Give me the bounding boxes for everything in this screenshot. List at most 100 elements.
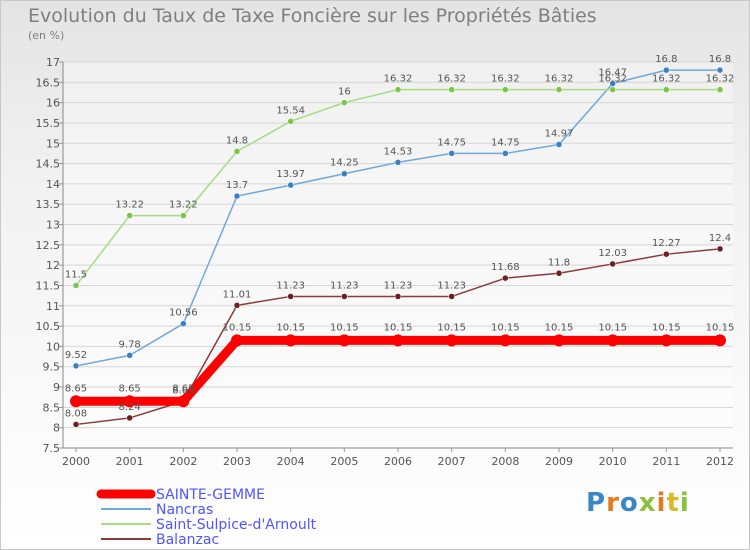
grid-lines (63, 61, 733, 449)
data-labels: 9.52 9.78 10.56 13.7 13.97 14.25 14.53 14.75 14.… (65, 54, 734, 419)
data-label: 9.78 (119, 339, 141, 350)
data-label: 10.15 (330, 322, 359, 333)
y-tick-label: 10 (46, 340, 60, 353)
data-label: 10.15 (652, 322, 681, 333)
data-label: 8.24 (119, 402, 141, 413)
y-tick-label: 17 (46, 56, 60, 69)
plot-area (63, 62, 733, 448)
data-point (287, 118, 294, 125)
y-tick-label: 15.5 (36, 117, 61, 130)
data-point (553, 334, 565, 347)
y-tick-label: 16 (46, 97, 60, 110)
legend: SAINTE-GEMMENancrasSaint-Sulpice-d'Arnou… (96, 487, 317, 548)
y-tick-label: 14.5 (36, 158, 61, 171)
data-point (338, 334, 351, 347)
y-tick-label: 15 (46, 137, 60, 150)
logo-letter: x (638, 488, 657, 518)
data-point (180, 212, 187, 219)
data-point (663, 86, 670, 93)
data-label: 11.23 (276, 280, 305, 291)
y-tick-label: 8.5 (43, 401, 61, 414)
legend-label: SAINTE-GEMME (156, 487, 265, 503)
data-point (341, 170, 348, 177)
data-point (233, 148, 241, 155)
data-point (233, 302, 241, 309)
data-point (231, 334, 243, 347)
data-point (714, 334, 726, 347)
y-tick-label: 12.5 (36, 239, 61, 252)
data-point (555, 270, 563, 277)
x-tick-label: 2009 (545, 455, 573, 468)
data-point (341, 293, 348, 300)
data-label: 16.32 (437, 74, 466, 85)
series-lines (70, 66, 726, 428)
data-point (394, 159, 402, 166)
data-point (70, 395, 82, 408)
data-point (609, 260, 616, 268)
proxiti-logo: Proxiti (586, 488, 690, 518)
x-tick-label: 2010 (599, 455, 627, 468)
y-tick-label: 13 (46, 219, 60, 232)
data-label: 16.32 (706, 74, 735, 85)
legend-label: Nancras (156, 502, 213, 518)
legend-label: Balanzac (156, 532, 219, 548)
logo-letter: t (666, 488, 680, 518)
data-point (126, 212, 133, 219)
data-point (448, 293, 455, 300)
x-tick-label: 2006 (384, 455, 412, 468)
data-label: 13.7 (226, 180, 248, 191)
data-label: 16.32 (652, 74, 681, 85)
logo-letter: i (679, 488, 690, 518)
data-label: 11.8 (548, 257, 570, 268)
data-label: 10.15 (384, 322, 413, 333)
data-label: 10.15 (598, 322, 627, 333)
logo-letter: P (586, 488, 607, 518)
data-point (609, 86, 616, 93)
data-point (284, 334, 297, 347)
data-label: 14.8 (226, 135, 248, 146)
data-point (126, 352, 133, 359)
data-label: 13.97 (276, 169, 305, 180)
data-label: 16 (338, 87, 351, 98)
data-label: 15.54 (276, 105, 305, 116)
chart-title: Evolution du Taux de Taxe Foncière sur l… (28, 5, 597, 27)
y-tick-label: 11.5 (36, 279, 61, 292)
y-tick-label: 10.5 (36, 320, 61, 333)
data-label: 10.15 (437, 322, 466, 333)
data-point (499, 334, 512, 347)
y-tick-label: 7.5 (43, 442, 61, 455)
data-label: 11.23 (330, 280, 359, 291)
chart-subtitle: (en %) (28, 29, 65, 42)
x-tick-label: 2007 (438, 455, 466, 468)
data-point (72, 282, 80, 289)
axes: 7.5 8 8.5 9 9.5 10 10.5 11 11.5 12 12.5 13 13.5 14 14.… (36, 56, 735, 468)
data-point (663, 250, 670, 258)
data-label: 13.22 (169, 200, 198, 211)
data-point (502, 150, 509, 157)
data-label: 16.32 (491, 74, 520, 85)
data-label: 10.56 (169, 308, 198, 319)
x-tick-label: 2000 (62, 455, 90, 468)
data-label: 12.03 (598, 248, 627, 259)
data-point (716, 66, 724, 74)
x-tick-label: 2005 (330, 455, 358, 468)
data-point (660, 334, 673, 347)
x-tick-label: 2003 (223, 455, 251, 468)
data-label: 16.47 (598, 68, 627, 79)
x-tick-label: 2002 (169, 455, 197, 468)
y-tick-label: 13.5 (36, 198, 61, 211)
y-tick-label: 12 (46, 259, 60, 272)
y-tick-label: 16.5 (36, 76, 61, 89)
data-label: 16.32 (598, 74, 627, 85)
data-label: 16.8 (655, 54, 677, 65)
data-label: 14.25 (330, 158, 359, 169)
x-tick-label: 2008 (491, 455, 519, 468)
data-label: 8.08 (65, 408, 87, 419)
logo-letter: i (656, 488, 667, 518)
logo-letter: o (619, 488, 639, 518)
data-point (502, 274, 509, 282)
data-label: 10.15 (276, 322, 305, 333)
data-label: 12.4 (709, 233, 731, 244)
x-tick-label: 2012 (706, 455, 734, 468)
